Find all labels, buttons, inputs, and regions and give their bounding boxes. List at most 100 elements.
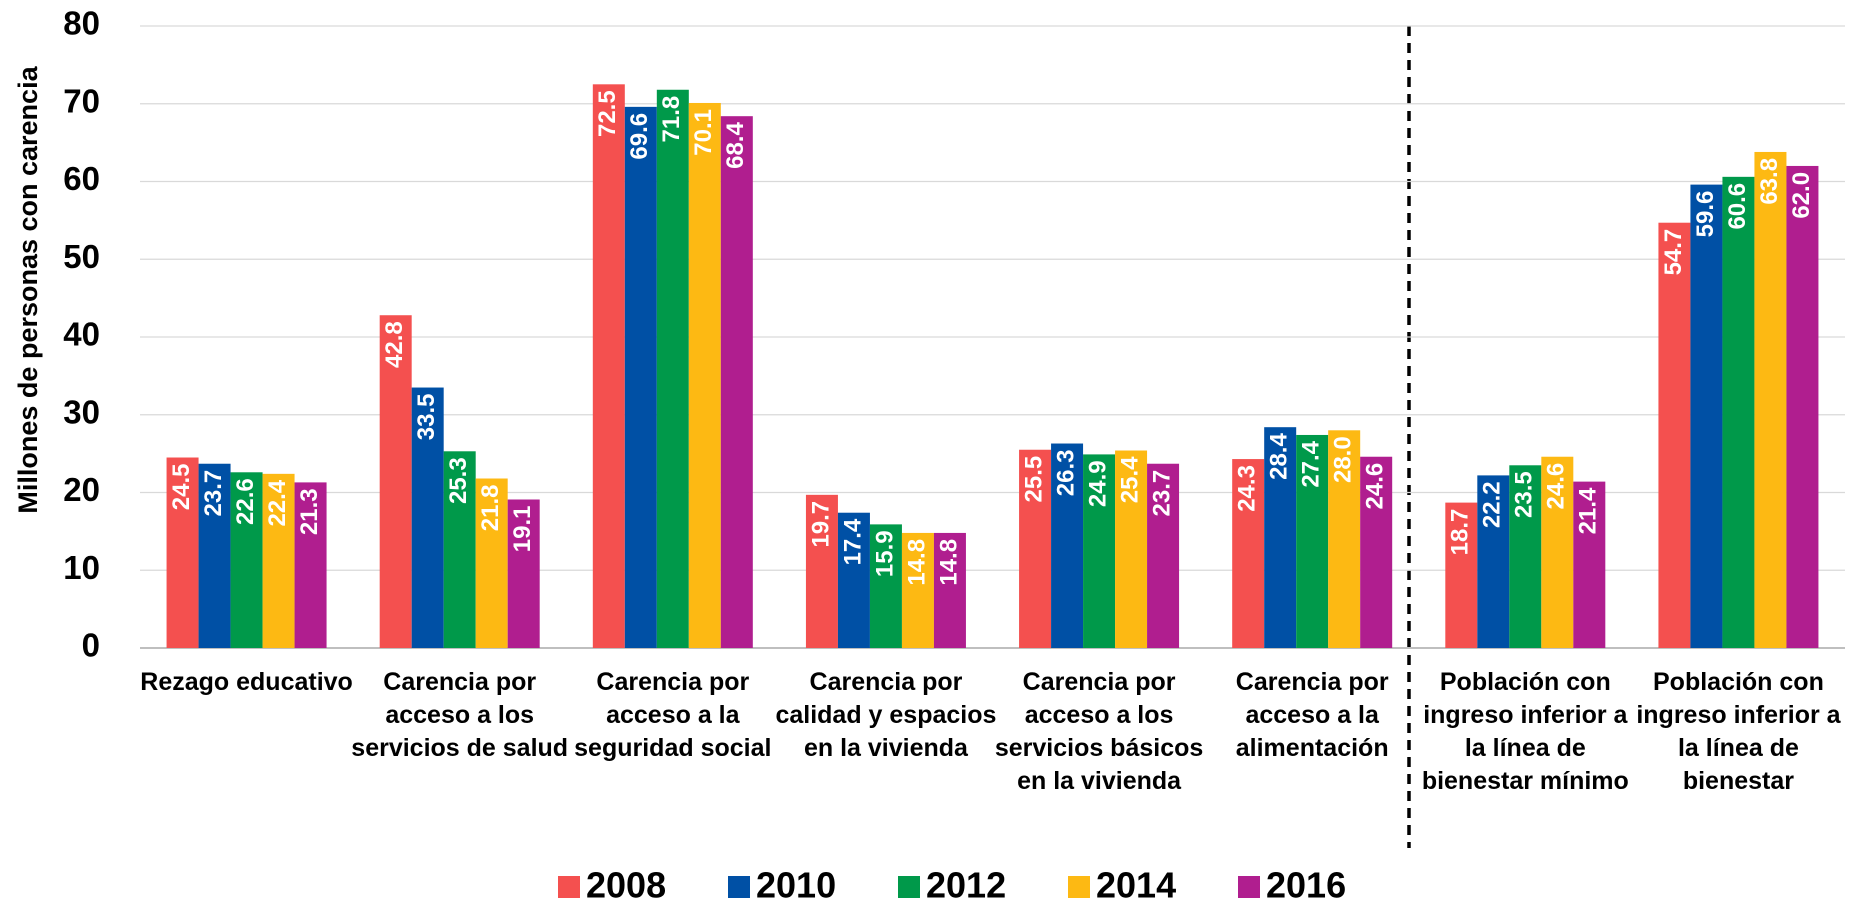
value-label: 21.3: [296, 488, 323, 535]
value-label: 21.8: [477, 485, 504, 532]
x-tick-label: Carencia por acceso a los servicios bási…: [994, 668, 1204, 795]
value-label: 70.1: [690, 109, 717, 156]
bar: [1232, 459, 1265, 648]
value-label: 19.7: [807, 501, 834, 548]
legend-label: 2010: [756, 865, 836, 902]
value-label: 24.3: [1234, 465, 1261, 512]
y-tick-label: 0: [82, 627, 100, 664]
bar: [1754, 151, 1787, 648]
bar: [230, 472, 263, 648]
value-label: 24.6: [1362, 463, 1389, 510]
value-label: 62.0: [1788, 172, 1815, 219]
y-tick-label: 10: [63, 549, 100, 586]
x-tick-label: Carencia por calidad y espacios en la vi…: [775, 668, 997, 762]
legend-swatch: [1238, 876, 1260, 898]
value-label: 23.7: [1148, 470, 1175, 517]
value-label: 22.6: [232, 478, 259, 525]
value-label: 17.4: [839, 518, 866, 565]
y-tick-label: 80: [63, 5, 100, 42]
value-label: 69.6: [626, 113, 653, 160]
bar: [1328, 430, 1361, 648]
value-label: 24.5: [168, 464, 195, 511]
bar: [1658, 222, 1691, 648]
value-label: 23.5: [1511, 471, 1538, 518]
value-label: 68.4: [722, 122, 749, 169]
bar: [1690, 184, 1723, 649]
value-label: 24.9: [1084, 460, 1111, 507]
bar: [805, 494, 838, 648]
value-label: 59.6: [1692, 191, 1719, 238]
value-label: 18.7: [1447, 509, 1474, 556]
value-label: 15.9: [871, 530, 898, 577]
value-label: 72.5: [594, 90, 621, 137]
y-tick-label: 60: [63, 160, 100, 197]
bar: [1786, 165, 1819, 648]
bar: [1722, 176, 1755, 648]
legend-swatch: [558, 876, 580, 898]
bar: [507, 499, 540, 648]
bar: [1296, 434, 1329, 648]
value-label: 24.6: [1543, 463, 1570, 510]
value-label: 54.7: [1660, 229, 1687, 276]
y-tick-label: 30: [63, 393, 100, 430]
value-label: 25.3: [445, 457, 472, 504]
value-label: 28.4: [1266, 433, 1293, 480]
bar: [166, 457, 199, 648]
value-label: 21.4: [1575, 487, 1602, 534]
value-label: 19.1: [509, 505, 536, 552]
bar: [475, 478, 508, 648]
bar: [411, 387, 444, 648]
bar: [1083, 454, 1116, 648]
value-label: 26.3: [1052, 450, 1079, 497]
bar: [1019, 449, 1052, 648]
value-label: 71.8: [658, 96, 685, 143]
bar: [720, 116, 753, 648]
bar: [837, 512, 870, 648]
bar: [198, 463, 231, 648]
bar: [933, 532, 966, 648]
value-label: 22.4: [264, 479, 291, 526]
y-tick-label: 40: [63, 316, 100, 353]
legend-swatch: [898, 876, 920, 898]
bar: [1264, 427, 1297, 648]
value-label: 63.8: [1756, 158, 1783, 205]
value-label: 25.5: [1020, 456, 1047, 503]
bar: [294, 482, 327, 648]
bar: [1573, 481, 1606, 648]
y-tick-label: 20: [63, 471, 100, 508]
legend-label: 2016: [1266, 865, 1346, 902]
value-label: 42.8: [381, 321, 408, 368]
bar: [656, 89, 689, 648]
legend-swatch: [728, 876, 750, 898]
value-label: 14.8: [903, 539, 930, 586]
legend-label: 2012: [926, 865, 1006, 902]
legend-label: 2014: [1096, 865, 1176, 902]
value-label: 60.6: [1724, 183, 1751, 230]
bar: [1541, 456, 1574, 648]
bar: [1445, 502, 1478, 648]
bar: [869, 524, 902, 648]
bar: [1051, 443, 1084, 648]
bar: [1115, 450, 1148, 648]
bar: [624, 106, 657, 649]
bar: [443, 451, 476, 648]
x-tick-label: Población con ingreso inferior a la líne…: [1421, 668, 1629, 795]
bar: [592, 84, 625, 648]
legend-label: 2008: [586, 865, 666, 902]
value-label: 28.0: [1330, 436, 1357, 483]
x-tick-label: Rezago educativo: [140, 668, 353, 696]
x-tick-label: Carencia por acceso a la seguridad socia…: [574, 668, 772, 762]
value-label: 14.8: [935, 539, 962, 586]
bar: [901, 532, 934, 648]
bar: [1147, 463, 1180, 648]
x-tick-label: Población con ingreso inferior a la líne…: [1636, 668, 1841, 795]
bar: [262, 473, 295, 648]
x-tick-label: Carencia por acceso a la alimentación: [1235, 668, 1389, 762]
x-tick-label: Carencia por acceso a los servicios de s…: [351, 668, 569, 762]
y-axis-label: Millones de personas con carencia: [13, 65, 43, 513]
value-label: 33.5: [413, 394, 440, 441]
bar: [1509, 465, 1542, 648]
legend-swatch: [1068, 876, 1090, 898]
